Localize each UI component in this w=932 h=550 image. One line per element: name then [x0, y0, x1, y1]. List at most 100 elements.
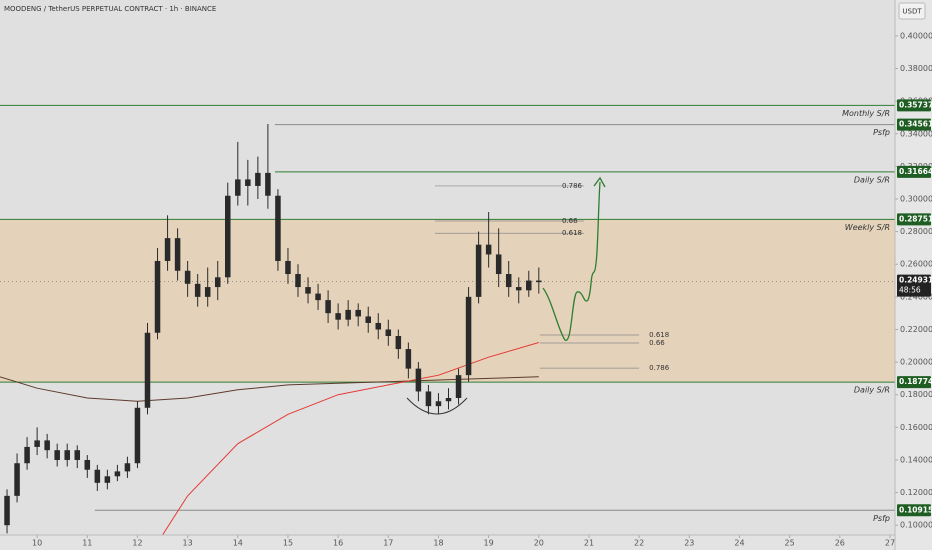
price-badge	[897, 99, 931, 112]
x-tick-label: 18	[433, 539, 443, 548]
x-tick-label: 19	[484, 539, 494, 548]
fib-label: 0.618	[649, 331, 669, 339]
candle-body	[395, 336, 402, 350]
candle-body	[425, 391, 432, 407]
candle-body	[455, 375, 462, 398]
projection-path	[542, 181, 601, 341]
candle-body	[74, 450, 81, 460]
candle-body	[214, 277, 221, 288]
candle-body	[365, 316, 371, 323]
candle-body	[4, 495, 10, 526]
candle-body	[184, 270, 191, 284]
candle-body	[355, 309, 361, 317]
candle-body	[285, 260, 291, 275]
price-badge	[897, 376, 931, 389]
x-tick-label: 13	[183, 539, 193, 548]
candle-body	[134, 407, 141, 464]
x-tick-label: 17	[383, 539, 393, 548]
price-badge	[897, 165, 931, 178]
candle-body	[475, 244, 482, 297]
candle-body	[345, 309, 351, 320]
candle-body	[305, 287, 311, 294]
y-tick-label: 0.40000	[900, 31, 932, 40]
level-label: Daily S/R	[854, 175, 890, 184]
x-tick-label: 12	[132, 539, 142, 548]
y-tick-label: 0.22000	[900, 325, 932, 334]
y-tick-label: 0.26000	[900, 260, 932, 269]
moving-average	[0, 376, 539, 402]
candle-body	[64, 450, 70, 460]
chart-title: MOODENG / TetherUS PERPETUAL CONTRACT · …	[4, 5, 216, 13]
candle-body	[295, 274, 301, 288]
price-badge-label: 0.28751	[899, 214, 932, 223]
x-tick-label: 20	[534, 539, 544, 548]
candle-body	[275, 195, 281, 261]
candle-body	[485, 244, 492, 255]
y-tick-label: 0.16000	[900, 423, 932, 432]
candle-body	[445, 397, 452, 402]
y-tick-label: 0.18000	[900, 390, 932, 399]
candle-body	[44, 440, 50, 451]
level-label: Daily S/R	[854, 386, 890, 395]
level-label: Weekly S/R	[845, 223, 890, 232]
currency-label[interactable]: USDT	[902, 8, 922, 16]
candle-body	[225, 195, 231, 278]
candle-body	[204, 287, 211, 297]
x-tick-label: 10	[32, 539, 42, 548]
x-tick-label: 26	[835, 539, 845, 548]
candle-body	[104, 476, 111, 483]
y-tick-label: 0.20000	[900, 358, 932, 367]
rounding-bottom-arc	[406, 397, 468, 415]
candle-body	[14, 463, 20, 496]
x-tick-label: 16	[333, 539, 343, 548]
y-tick-label: 0.30000	[900, 194, 932, 203]
candle-body	[375, 322, 382, 330]
candle-body	[124, 463, 131, 472]
candle-body	[84, 459, 91, 470]
candle-body	[194, 283, 201, 297]
sr-zone	[0, 219, 895, 383]
y-tick-label: 0.24000	[900, 292, 932, 301]
candle-body	[34, 440, 40, 447]
candle-body	[255, 172, 261, 186]
fib-label: 0.786	[562, 182, 583, 190]
candle-body	[505, 274, 512, 288]
candle-body	[515, 287, 522, 291]
currency-button[interactable]	[898, 2, 926, 20]
candle-body	[536, 280, 542, 283]
candle-body	[335, 313, 341, 320]
x-tick-label: 24	[734, 539, 744, 548]
moving-average	[162, 342, 539, 536]
candle-body	[154, 260, 161, 333]
y-tick-label: 0.14000	[900, 455, 932, 464]
x-tick-label: 27	[885, 539, 895, 548]
candle-body	[174, 238, 181, 271]
candle-body	[405, 349, 412, 369]
candle-body	[24, 446, 30, 464]
x-tick-label: 11	[82, 539, 92, 548]
current-price-badge	[897, 274, 931, 297]
fib-label: 0.786	[649, 364, 670, 372]
candle-body	[114, 471, 121, 477]
candle-body	[385, 329, 392, 337]
x-tick-label: 23	[684, 539, 694, 548]
candle-body	[495, 254, 502, 275]
level-label: Monthly S/R	[842, 109, 890, 118]
candle-body	[54, 450, 60, 460]
candle-body	[94, 469, 101, 483]
x-tick-label: 21	[584, 539, 594, 548]
price-badge-label: 0.35737	[899, 100, 932, 109]
fib-label: 0.66	[562, 217, 578, 225]
y-tick-label: 0.10000	[900, 521, 932, 530]
candle-body	[415, 368, 422, 392]
candle-body	[265, 172, 271, 196]
candle-body	[315, 293, 321, 301]
current-price-label: 0.24931	[899, 276, 932, 285]
price-badge	[897, 118, 931, 131]
x-tick-label: 15	[283, 539, 293, 548]
x-tick-label: 25	[785, 539, 795, 548]
candle-body	[245, 179, 251, 186]
price-badge-label: 0.31664	[899, 167, 932, 176]
y-tick-label: 0.34000	[900, 129, 932, 138]
